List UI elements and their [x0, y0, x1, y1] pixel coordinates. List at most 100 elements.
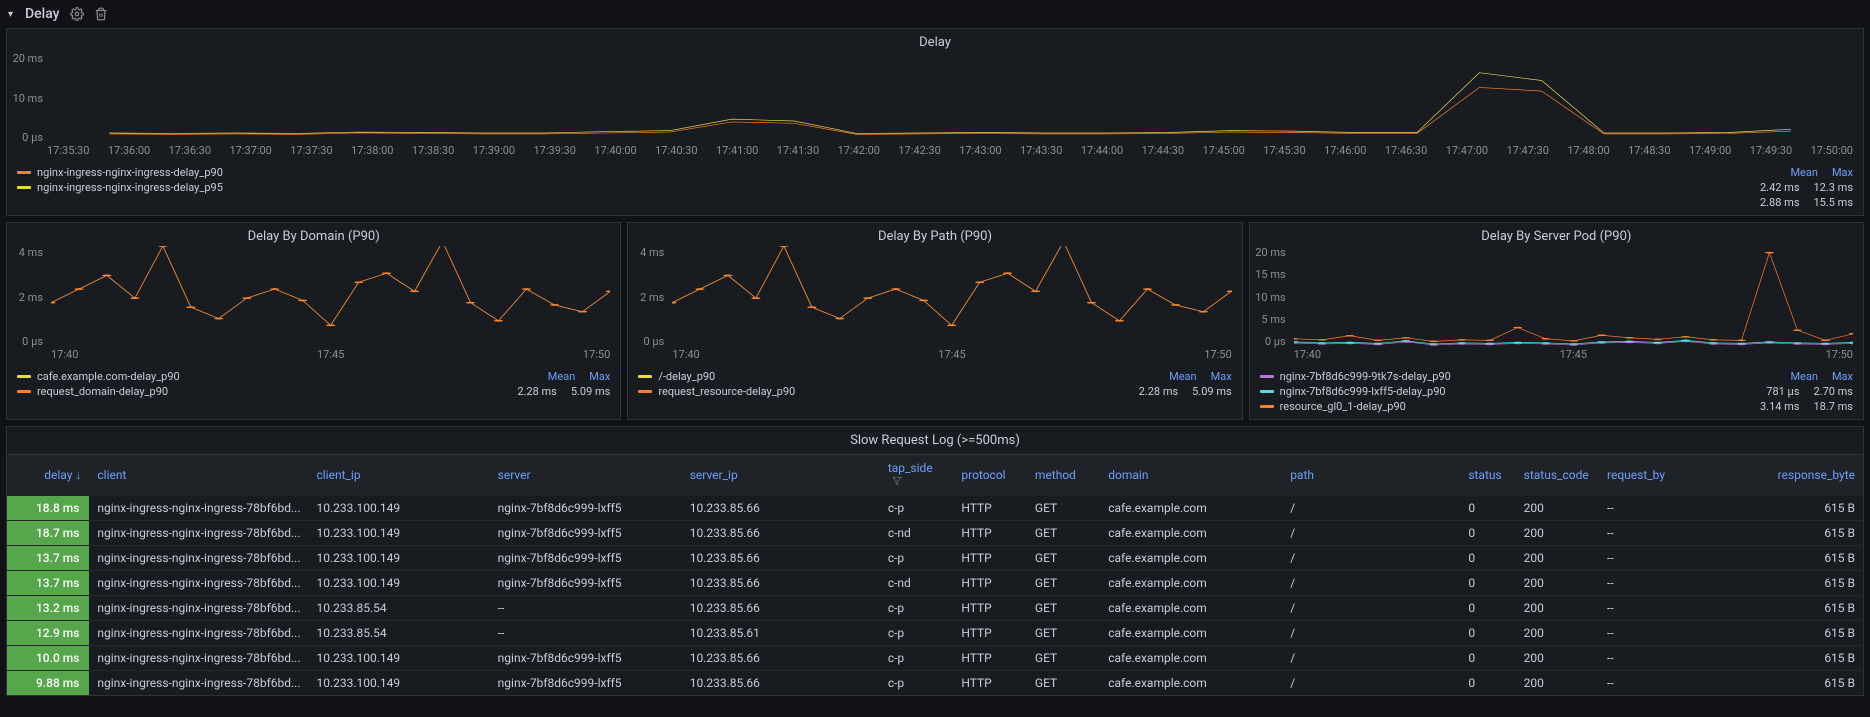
cell-server: --: [490, 621, 682, 646]
column-header-protocol[interactable]: protocol: [953, 455, 1027, 496]
cell-path: /: [1282, 496, 1460, 521]
cell-protocol: HTTP: [953, 596, 1027, 621]
cell-server: nginx-7bf8d6c999-lxff5: [490, 546, 682, 571]
cell-method: GET: [1027, 521, 1100, 546]
legend: cafe.example.com-delay_p90 request_domain…: [7, 366, 620, 404]
chart-body[interactable]: 4 ms2 ms0 µs 17:4017:4517:50: [628, 246, 1241, 366]
cell-status: 0: [1460, 596, 1515, 621]
mid-chart-panel: Delay By Path (P90) 4 ms2 ms0 µs 17:4017…: [627, 222, 1242, 420]
chart-plot[interactable]: [672, 246, 1231, 348]
filter-icon[interactable]: [892, 476, 902, 486]
table-row[interactable]: 18.7 msnginx-ingress-nginx-ingress-78bf6…: [7, 521, 1863, 546]
y-axis: 4 ms2 ms0 µs: [628, 246, 668, 348]
legend: nginx-ingress-nginx-ingress-delay_p90ngi…: [7, 162, 1863, 215]
cell-response_byte: 615 B: [1708, 596, 1863, 621]
cell-server_ip: 10.233.85.66: [682, 546, 880, 571]
y-axis: 20 ms15 ms10 ms5 ms0 µs: [1250, 246, 1290, 348]
table-row[interactable]: 12.9 msnginx-ingress-nginx-ingress-78bf6…: [7, 621, 1863, 646]
cell-server_ip: 10.233.85.66: [682, 496, 880, 521]
cell-request_by: --: [1599, 571, 1708, 596]
column-header-domain[interactable]: domain: [1100, 455, 1282, 496]
table-row[interactable]: 18.8 msnginx-ingress-nginx-ingress-78bf6…: [7, 496, 1863, 521]
table-row[interactable]: 10.0 msnginx-ingress-nginx-ingress-78bf6…: [7, 646, 1863, 671]
column-header-tap_side[interactable]: tap_side: [880, 455, 954, 496]
trash-icon[interactable]: [94, 7, 108, 21]
table-row[interactable]: 13.7 msnginx-ingress-nginx-ingress-78bf6…: [7, 571, 1863, 596]
cell-domain: cafe.example.com: [1100, 546, 1282, 571]
cell-client: nginx-ingress-nginx-ingress-78bf6bd...: [89, 496, 308, 521]
legend-label: /-delay_p90: [658, 370, 715, 383]
chart-plot[interactable]: [51, 246, 610, 348]
column-header-response_byte[interactable]: response_byte: [1708, 455, 1863, 496]
cell-status_code: 200: [1516, 621, 1599, 646]
table-row[interactable]: 9.88 msnginx-ingress-nginx-ingress-78bf6…: [7, 671, 1863, 696]
section-title: Delay: [25, 6, 60, 22]
cell-delay: 13.7 ms: [7, 546, 89, 571]
legend: nginx-7bf8d6c999-9tk7s-delay_p90 nginx-7b…: [1250, 366, 1863, 419]
column-header-server_ip[interactable]: server_ip: [682, 455, 880, 496]
legend-swatch: [1260, 375, 1274, 378]
cell-server: nginx-7bf8d6c999-lxff5: [490, 646, 682, 671]
legend-item[interactable]: nginx-7bf8d6c999-9tk7s-delay_p90: [1260, 370, 1451, 383]
y-axis: 20 ms10 ms0 µs: [7, 52, 47, 144]
legend-item[interactable]: resource_gl0_1-delay_p90: [1260, 400, 1451, 413]
column-header-status_code[interactable]: status_code: [1516, 455, 1599, 496]
legend-item[interactable]: nginx-7bf8d6c999-lxff5-delay_p90: [1260, 385, 1451, 398]
cell-request_by: --: [1599, 521, 1708, 546]
cell-server_ip: 10.233.85.66: [682, 571, 880, 596]
cell-client_ip: 10.233.100.149: [308, 496, 489, 521]
cell-tap_side: c-nd: [880, 571, 954, 596]
chart-plot[interactable]: [1294, 246, 1853, 348]
legend-item[interactable]: nginx-ingress-nginx-ingress-delay_p90: [17, 166, 223, 179]
gear-icon[interactable]: [70, 7, 84, 21]
cell-client: nginx-ingress-nginx-ingress-78bf6bd...: [89, 621, 308, 646]
legend-item[interactable]: nginx-ingress-nginx-ingress-delay_p95: [17, 181, 223, 194]
column-header-path[interactable]: path: [1282, 455, 1460, 496]
table-row[interactable]: 13.7 msnginx-ingress-nginx-ingress-78bf6…: [7, 546, 1863, 571]
cell-server_ip: 10.233.85.66: [682, 521, 880, 546]
column-header-server[interactable]: server: [490, 455, 682, 496]
cell-status: 0: [1460, 496, 1515, 521]
cell-domain: cafe.example.com: [1100, 646, 1282, 671]
column-header-request_by[interactable]: request_by: [1599, 455, 1708, 496]
column-header-method[interactable]: method: [1027, 455, 1100, 496]
cell-server_ip: 10.233.85.66: [682, 596, 880, 621]
cell-response_byte: 615 B: [1708, 646, 1863, 671]
cell-request_by: --: [1599, 646, 1708, 671]
cell-method: GET: [1027, 671, 1100, 696]
table-row[interactable]: 13.2 msnginx-ingress-nginx-ingress-78bf6…: [7, 596, 1863, 621]
column-header-delay[interactable]: delay ↓: [7, 455, 89, 496]
x-axis: 17:4017:4517:50: [1294, 348, 1853, 366]
table-body: 18.8 msnginx-ingress-nginx-ingress-78bf6…: [7, 496, 1863, 696]
cell-tap_side: c-p: [880, 671, 954, 696]
legend-item[interactable]: request_domain-delay_p90: [17, 385, 180, 398]
legend-label: nginx-ingress-nginx-ingress-delay_p95: [37, 181, 223, 194]
chevron-down-icon: ▾: [8, 9, 13, 20]
column-header-client_ip[interactable]: client_ip: [308, 455, 489, 496]
section-header[interactable]: ▾ Delay: [0, 0, 1870, 28]
cell-path: /: [1282, 571, 1460, 596]
cell-protocol: HTTP: [953, 521, 1027, 546]
cell-request_by: --: [1599, 621, 1708, 646]
legend-item[interactable]: cafe.example.com-delay_p90: [17, 370, 180, 383]
cell-client: nginx-ingress-nginx-ingress-78bf6bd...: [89, 571, 308, 596]
chart-body[interactable]: 4 ms2 ms0 µs 17:4017:4517:50: [7, 246, 620, 366]
legend-item[interactable]: /-delay_p90: [638, 370, 795, 383]
cell-response_byte: 615 B: [1708, 496, 1863, 521]
cell-method: GET: [1027, 496, 1100, 521]
chart-plot[interactable]: [47, 52, 1853, 144]
cell-method: GET: [1027, 571, 1100, 596]
chart-body[interactable]: 20 ms10 ms0 µs 17:35:3017:36:0017:36:301…: [7, 52, 1863, 162]
legend-item[interactable]: request_resource-delay_p90: [638, 385, 795, 398]
table-header-row: delay ↓clientclient_ipserverserver_iptap…: [7, 455, 1863, 496]
chart-body[interactable]: 20 ms15 ms10 ms5 ms0 µs 17:4017:4517:50: [1250, 246, 1863, 366]
chart-title: Delay: [7, 29, 1863, 52]
column-header-client[interactable]: client: [89, 455, 308, 496]
legend-swatch: [17, 171, 31, 174]
cell-client_ip: 10.233.100.149: [308, 521, 489, 546]
column-header-status[interactable]: status: [1460, 455, 1515, 496]
legend-swatch: [1260, 390, 1274, 393]
cell-tap_side: c-p: [880, 596, 954, 621]
cell-response_byte: 615 B: [1708, 621, 1863, 646]
table-title: Slow Request Log (>=500ms): [7, 427, 1863, 454]
